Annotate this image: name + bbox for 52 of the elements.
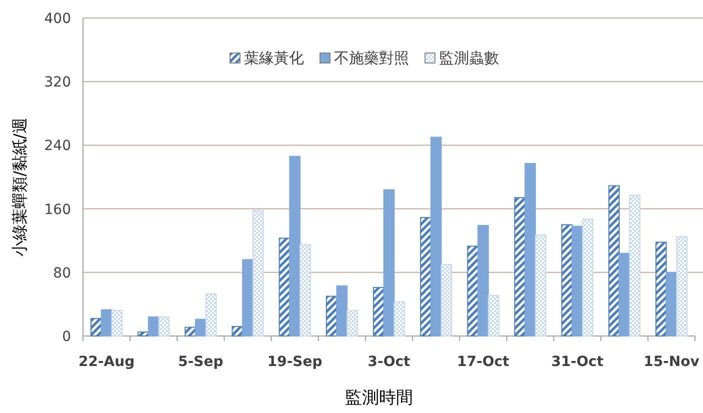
bar [618,252,630,336]
y-tick-label: 240 [44,138,71,154]
x-tick-label: 5-Sep [178,354,224,370]
bar [467,246,478,336]
x-tick-label: 31-Oct [551,354,604,370]
bar [394,301,406,336]
bar [655,242,667,336]
bar [158,316,170,336]
x-tick-label: 19-Sep [267,354,322,370]
bar [477,224,489,336]
bar [514,197,526,336]
bar [440,264,452,336]
legend-label: 監測蟲數 [439,49,499,67]
x-tick-label: 22-Aug [78,354,135,370]
bar [289,156,301,336]
bar [90,318,102,336]
bar [488,294,500,336]
x-tick-label: 15-Nov [644,354,700,370]
bar [629,194,640,336]
legend-label: 不施藥對照 [334,49,409,67]
y-tick-label: 80 [53,265,71,282]
y-tick-label: 320 [44,74,71,91]
x-tick-label: 17-Oct [457,354,510,370]
legend-label: 葉緣黃化 [244,49,304,67]
bar [252,210,264,336]
bar [420,217,432,336]
bar [582,218,594,336]
y-tick-label: 0 [62,329,71,345]
x-axis-title: 監測時間 [345,388,413,408]
bar [300,244,311,336]
bar [138,332,149,336]
bar [383,189,395,336]
bar [205,293,217,336]
bar [430,136,442,336]
bar [676,236,688,336]
x-tick-label: 3-Oct [368,354,411,370]
bar [572,226,583,336]
y-axis-title: 小綠葉蟬類/黏紙/週 [10,118,29,256]
y-tick-label: 400 [44,11,71,27]
bar [111,310,123,336]
bar [524,162,536,336]
bar [608,185,620,336]
bar [184,326,196,336]
bar [148,316,160,336]
bar [336,285,348,336]
y-tick-label: 160 [44,202,71,218]
bar [232,326,244,336]
bar [534,234,546,336]
bar [346,310,358,336]
bar [372,287,384,336]
bar [242,259,254,336]
bar [195,318,206,336]
